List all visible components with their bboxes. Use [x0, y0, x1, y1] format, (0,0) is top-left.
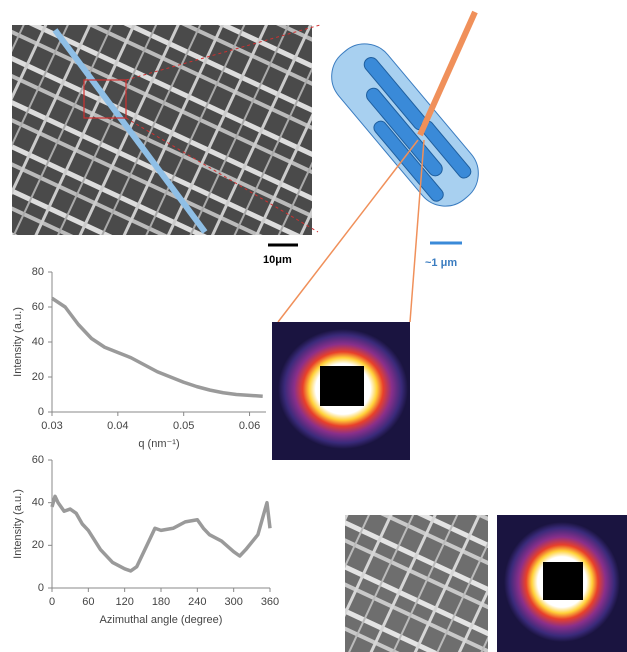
x-tick-label: 180 — [152, 596, 170, 608]
x-tick-label: 240 — [188, 596, 206, 608]
scale-label: ~1 μm — [425, 257, 457, 269]
x-tick-label: 0.05 — [173, 420, 194, 432]
beam-cone — [409, 139, 425, 323]
y-tick-label: 0 — [38, 582, 44, 594]
x-tick-label: 300 — [224, 596, 242, 608]
xray-beam — [417, 10, 478, 137]
beam-cone — [277, 139, 419, 323]
data-line — [50, 494, 272, 573]
diffraction-pattern — [272, 322, 410, 460]
x-tick-label: 0.06 — [239, 420, 260, 432]
x-axis-label: Azimuthal angle (degree) — [100, 614, 223, 626]
x-tick-label: 120 — [115, 596, 133, 608]
y-tick-label: 20 — [32, 371, 44, 383]
y-tick-label: 40 — [32, 497, 44, 509]
y-axis-label: Intensity (a.u.) — [12, 489, 24, 559]
y-tick-label: 40 — [32, 336, 44, 348]
x-tick-label: 0 — [49, 596, 55, 608]
y-tick-label: 60 — [32, 454, 44, 466]
sem-image-small — [345, 515, 488, 652]
diffraction-pattern-small — [497, 515, 627, 652]
x-tick-label: 0.04 — [107, 420, 128, 432]
y-axis-label: Intensity (a.u.) — [12, 307, 24, 377]
sem-image — [12, 24, 321, 235]
y-tick-label: 0 — [38, 406, 44, 418]
fiber-model — [331, 43, 479, 207]
scale-label: 10μm — [263, 254, 292, 266]
x-tick-label: 0.03 — [41, 420, 62, 432]
data-line — [51, 296, 263, 398]
y-tick-label: 20 — [32, 539, 44, 551]
x-axis-label: q (nm⁻¹) — [138, 438, 179, 450]
y-tick-label: 80 — [32, 266, 44, 278]
y-tick-label: 60 — [32, 301, 44, 313]
x-tick-label: 60 — [82, 596, 94, 608]
x-tick-label: 360 — [261, 596, 279, 608]
